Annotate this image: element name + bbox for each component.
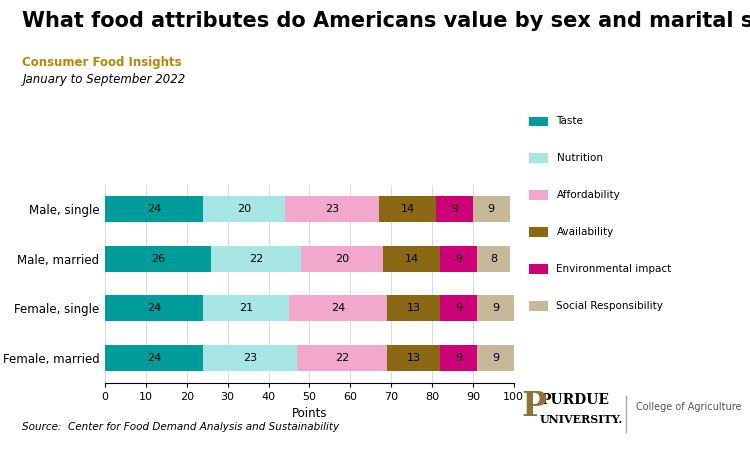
Bar	[440, 246, 477, 272]
Bar	[203, 196, 285, 222]
Text: 9: 9	[492, 353, 499, 363]
Text: What food attributes do Americans value by sex and marital status?: What food attributes do Americans value …	[22, 11, 750, 31]
Text: College of Agriculture: College of Agriculture	[636, 402, 742, 412]
Text: Nutrition: Nutrition	[556, 153, 602, 163]
Bar	[297, 345, 387, 371]
Text: 23: 23	[325, 204, 339, 214]
Text: 9: 9	[451, 204, 458, 214]
Text: P: P	[521, 390, 547, 423]
Text: Availability: Availability	[556, 227, 614, 237]
Text: 14: 14	[404, 254, 418, 264]
Text: 13: 13	[406, 353, 421, 363]
Bar	[105, 345, 203, 371]
Text: 24: 24	[147, 353, 161, 363]
Bar	[383, 246, 440, 272]
Bar	[436, 196, 473, 222]
Bar	[203, 345, 297, 371]
Bar	[387, 295, 440, 321]
Bar	[440, 295, 477, 321]
Bar	[105, 196, 203, 222]
Text: 23: 23	[243, 353, 257, 363]
Bar	[477, 246, 510, 272]
Bar	[477, 345, 514, 371]
Text: 24: 24	[147, 204, 161, 214]
Text: UNIVERSITY.: UNIVERSITY.	[540, 414, 623, 425]
Text: 9: 9	[455, 303, 462, 313]
Bar	[211, 246, 302, 272]
Bar	[105, 246, 212, 272]
Text: 24: 24	[147, 303, 161, 313]
Bar	[289, 295, 387, 321]
Bar	[387, 345, 440, 371]
Bar	[473, 196, 510, 222]
Text: 20: 20	[335, 254, 350, 264]
Text: 9: 9	[488, 204, 495, 214]
Text: 24: 24	[331, 303, 345, 313]
Bar	[285, 196, 379, 222]
Text: Social Responsibility: Social Responsibility	[556, 301, 663, 311]
Text: Consumer Food Insights: Consumer Food Insights	[22, 56, 182, 69]
Text: 22: 22	[249, 254, 263, 264]
Bar	[477, 295, 514, 321]
Bar	[105, 295, 203, 321]
Bar	[203, 295, 289, 321]
Text: Taste: Taste	[556, 117, 584, 126]
Bar	[302, 246, 383, 272]
Bar	[440, 345, 477, 371]
Text: January to September 2022: January to September 2022	[22, 73, 186, 86]
Text: 8: 8	[490, 254, 497, 264]
Text: 21: 21	[239, 303, 253, 313]
Text: 9: 9	[455, 353, 462, 363]
Text: 26: 26	[151, 254, 165, 264]
Text: Environmental impact: Environmental impact	[556, 264, 672, 274]
Text: 20: 20	[237, 204, 251, 214]
Text: Source:  Center for Food Demand Analysis and Sustainability: Source: Center for Food Demand Analysis …	[22, 422, 340, 432]
Text: 14: 14	[400, 204, 415, 214]
Text: 9: 9	[455, 254, 462, 264]
Text: Affordability: Affordability	[556, 190, 620, 200]
Text: 13: 13	[406, 303, 421, 313]
Text: 9: 9	[492, 303, 499, 313]
Text: PURDUE: PURDUE	[540, 393, 609, 407]
X-axis label: Points: Points	[292, 407, 327, 420]
Bar	[379, 196, 436, 222]
Text: 22: 22	[335, 353, 350, 363]
